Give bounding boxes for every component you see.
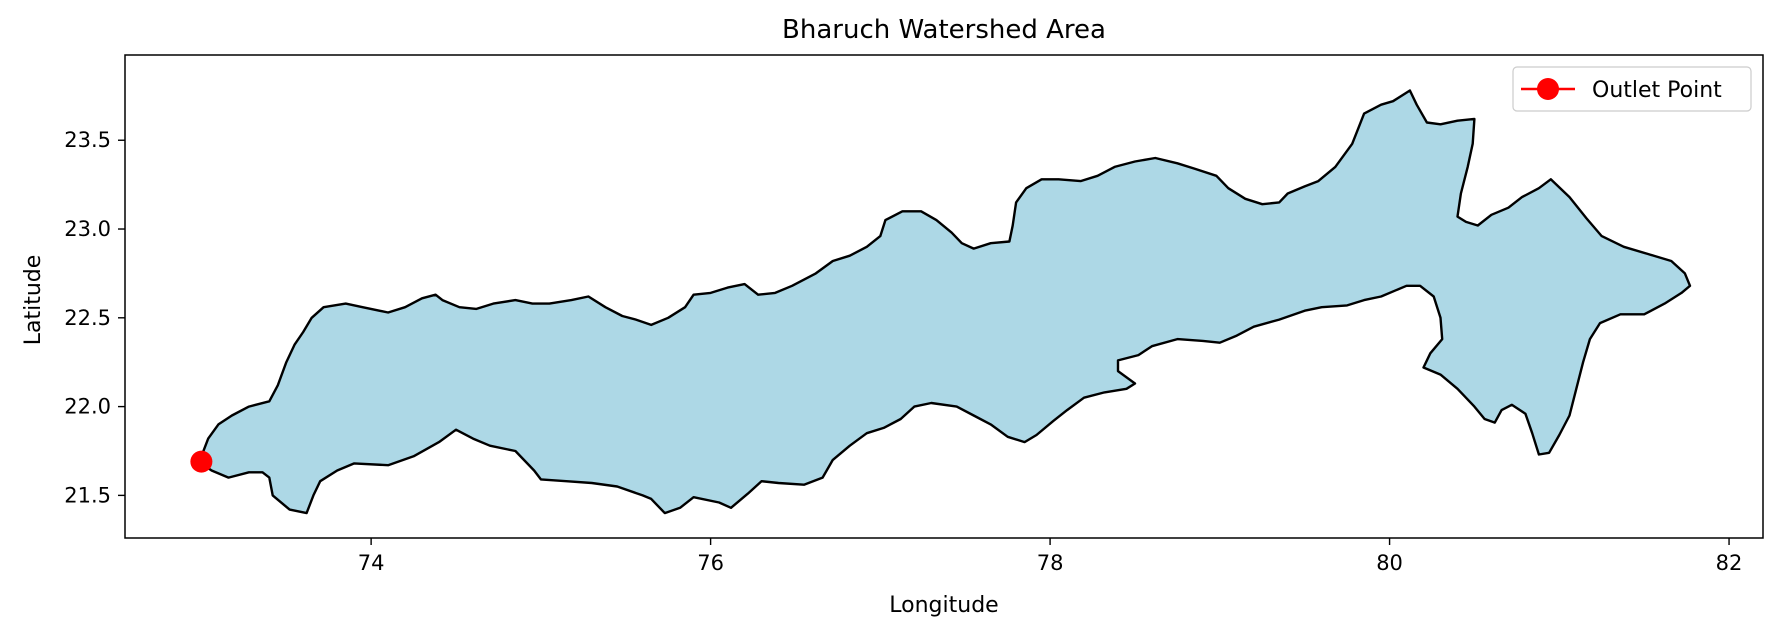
plot-frame bbox=[124, 54, 1764, 539]
y-tick-label: 23.0 bbox=[64, 217, 111, 241]
legend: Outlet Point bbox=[1512, 66, 1752, 112]
chart-title: Bharuch Watershed Area bbox=[782, 15, 1106, 45]
outlet-point-marker bbox=[190, 450, 213, 473]
x-tick-label: 76 bbox=[697, 551, 724, 575]
x-tick-label: 74 bbox=[358, 551, 385, 575]
x-tick-label: 80 bbox=[1376, 551, 1403, 575]
axes-area: 74 76 78 80 82 21.5 22.0 22.5 23.0 23.5 bbox=[64, 54, 1764, 575]
x-axis-ticks: 74 76 78 80 82 bbox=[358, 538, 1743, 575]
legend-label-outlet-point: Outlet Point bbox=[1592, 78, 1722, 103]
y-tick-label: 21.5 bbox=[64, 483, 111, 507]
legend-box bbox=[1512, 66, 1752, 112]
x-axis-label: Longitude bbox=[889, 593, 998, 618]
y-axis-ticks: 21.5 22.0 22.5 23.0 23.5 bbox=[64, 128, 125, 507]
x-tick-label: 82 bbox=[1716, 551, 1743, 575]
y-tick-label: 22.0 bbox=[64, 395, 111, 419]
y-tick-label: 23.5 bbox=[64, 128, 111, 152]
y-axis-label: Latitude bbox=[21, 255, 46, 346]
watershed-polygon bbox=[200, 89, 1692, 515]
legend-marker-outlet bbox=[1537, 78, 1559, 100]
x-tick-label: 78 bbox=[1037, 551, 1064, 575]
y-tick-label: 22.5 bbox=[64, 306, 111, 330]
